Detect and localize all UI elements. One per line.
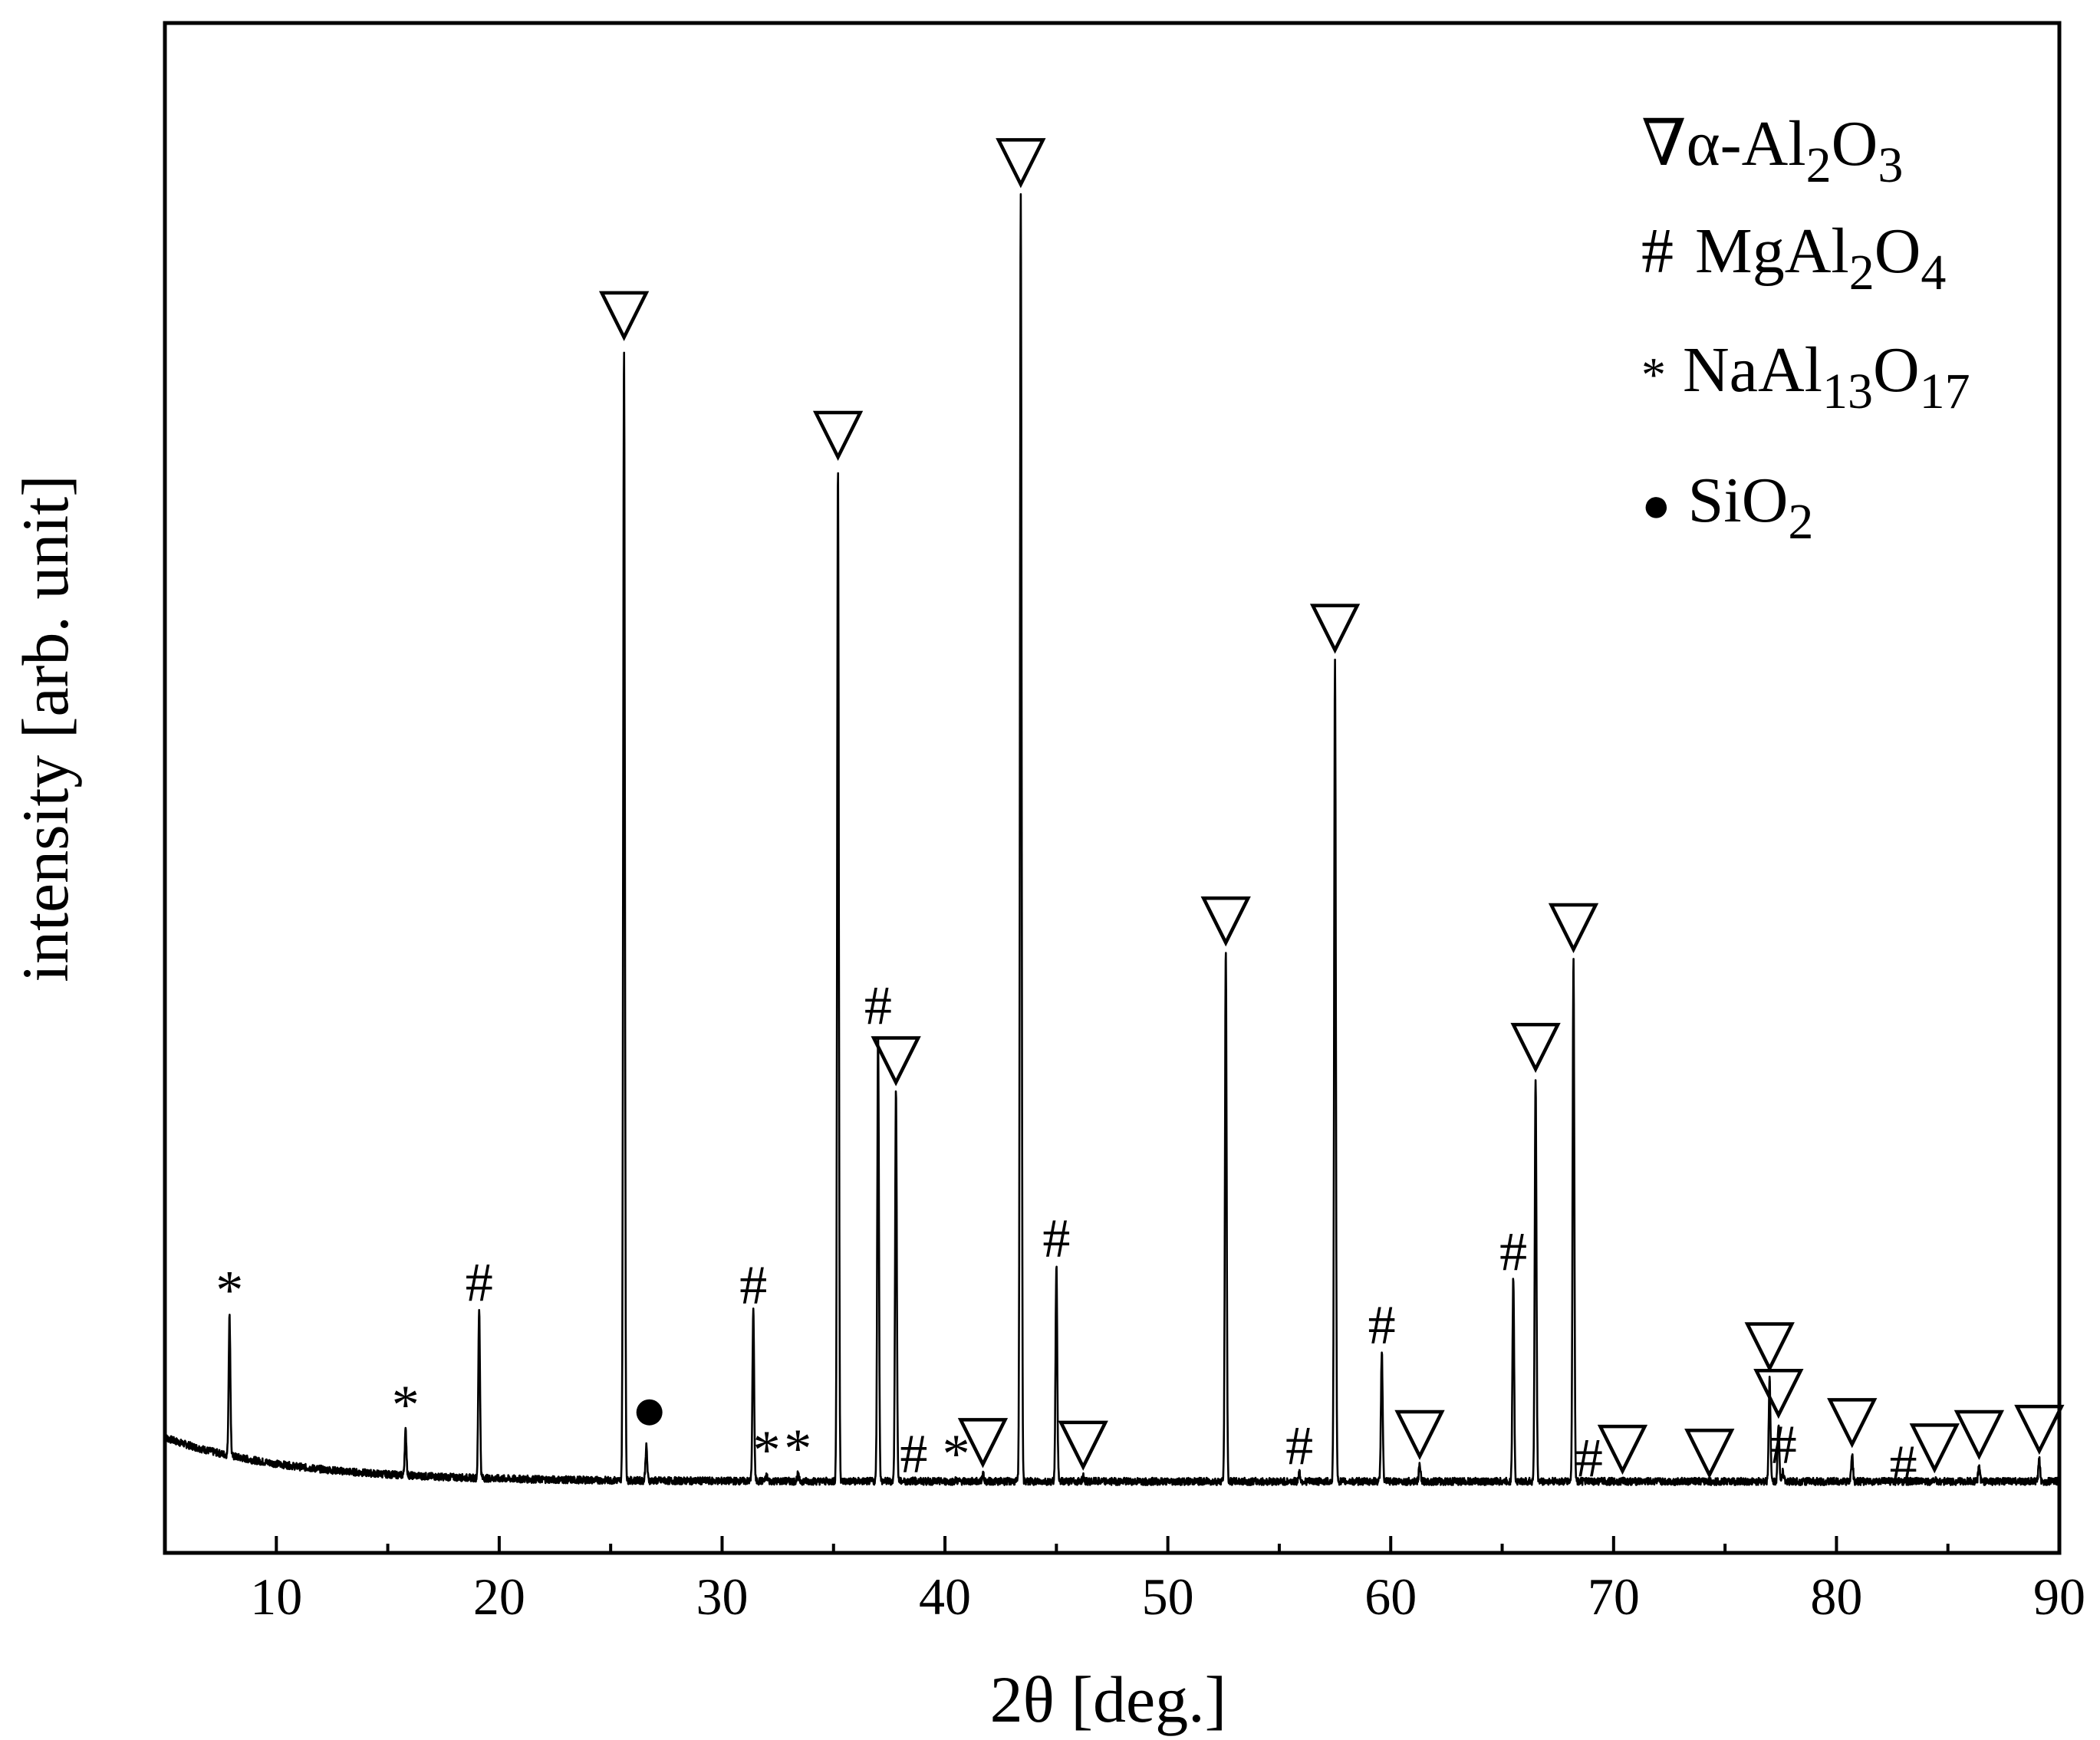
marker-mgal2o4-2: #: [466, 1252, 493, 1313]
legend-entry-mgal2o4: # MgAl2O4: [1641, 215, 1946, 301]
x-tick-label-50: 50: [1142, 1567, 1194, 1626]
marker-mgal2o4-5: #: [739, 1255, 767, 1316]
xrd-pattern-line: [163, 192, 2061, 1486]
x-axis-ticks: 10 20 30 40 50 60 70 80 90: [163, 1536, 2085, 1626]
legend-symbol-star: *: [1641, 347, 1666, 402]
marker-alpha-al2o3-13: [957, 1418, 1009, 1469]
legend: ∇α-Al2O3 # MgAl2O4 * NaAl13O17 ● SiO2: [1641, 108, 1970, 550]
marker-alpha-al2o3-26: [1597, 1424, 1648, 1475]
marker-alpha-al2o3-29: [1753, 1368, 1804, 1419]
marker-mgal2o4-20: #: [1368, 1294, 1396, 1356]
marker-alpha-al2o3-24: [1548, 903, 1599, 954]
legend-symbol-triangle: ∇: [1641, 108, 1687, 179]
y-axis-title: intensity [arb. unit]: [8, 475, 82, 982]
marker-mgal2o4-15: #: [1042, 1208, 1070, 1269]
marker-alpha-al2o3-31: [1827, 1398, 1878, 1449]
x-tick-label-20: 20: [473, 1567, 525, 1626]
legend-entry-sio2: ● SiO2: [1641, 465, 1813, 550]
legend-symbol-hash: #: [1641, 215, 1674, 287]
legend-entry-alpha-al2o3: ∇α-Al2O3: [1641, 108, 1903, 193]
marker-alpha-al2o3-16: [1058, 1420, 1108, 1471]
plot-frame: [163, 21, 2062, 1555]
marker-naal13o17-6: *: [753, 1419, 781, 1481]
marker-alpha-al2o3-14: [996, 138, 1046, 189]
marker-alpha-al2o3-28: [1744, 1322, 1795, 1373]
x-tick-label-80: 80: [1810, 1567, 1862, 1626]
x-tick-label-90: 90: [2033, 1567, 2085, 1626]
legend-label-alpha-al2o3: α-Al: [1687, 108, 1806, 179]
legend-label-mgal2o4: MgAl: [1695, 215, 1849, 287]
x-tick-label-10: 10: [250, 1567, 302, 1626]
marker-alpha-al2o3-35: [2014, 1404, 2065, 1455]
diffraction-pattern: [163, 192, 2061, 1486]
marker-alpha-al2o3-27: [1684, 1429, 1735, 1479]
marker-alpha-al2o3-8: [812, 410, 864, 462]
marker-mgal2o4-22: #: [1499, 1221, 1527, 1282]
marker-sio2-4: [636, 1399, 663, 1426]
marker-mgal2o4-9: #: [864, 975, 892, 1036]
x-tick-label-70: 70: [1588, 1567, 1640, 1626]
marker-naal13o17-12: *: [943, 1423, 970, 1485]
x-tick-label-60: 60: [1364, 1567, 1417, 1626]
marker-alpha-al2o3-21: [1394, 1409, 1445, 1461]
marker-alpha-al2o3-17: [1200, 896, 1251, 947]
marker-mgal2o4-30: #: [1769, 1414, 1797, 1475]
marker-mgal2o4-11: #: [900, 1423, 927, 1485]
legend-symbol-dot: ●: [1641, 478, 1671, 532]
marker-alpha-al2o3-3: [598, 291, 650, 341]
marker-mgal2o4-25: #: [1575, 1427, 1603, 1488]
marker-naal13o17-0: *: [216, 1260, 243, 1321]
legend-label-sio2: SiO: [1688, 465, 1789, 536]
legend-entry-naal13o17: * NaAl13O17: [1641, 334, 1970, 419]
x-tick-label-40: 40: [919, 1567, 971, 1626]
marker-alpha-al2o3-10: [871, 1036, 921, 1087]
marker-alpha-al2o3-23: [1510, 1022, 1561, 1074]
marker-naal13o17-7: *: [784, 1418, 811, 1479]
x-tick-label-30: 30: [696, 1567, 748, 1626]
marker-mgal2o4-18: #: [1285, 1416, 1313, 1477]
marker-alpha-al2o3-33: [1909, 1423, 1960, 1474]
legend-label-naal13o17: NaAl: [1683, 334, 1822, 406]
marker-alpha-al2o3-34: [1954, 1409, 2005, 1461]
peak-markers: **# #* *## *##### # #: [216, 138, 2065, 1495]
marker-naal13o17-1: *: [392, 1374, 420, 1436]
marker-alpha-al2o3-19: [1309, 604, 1361, 654]
marker-mgal2o4-32: #: [1890, 1434, 1917, 1495]
x-axis-title: 2θ [deg.]: [990, 1663, 1227, 1736]
